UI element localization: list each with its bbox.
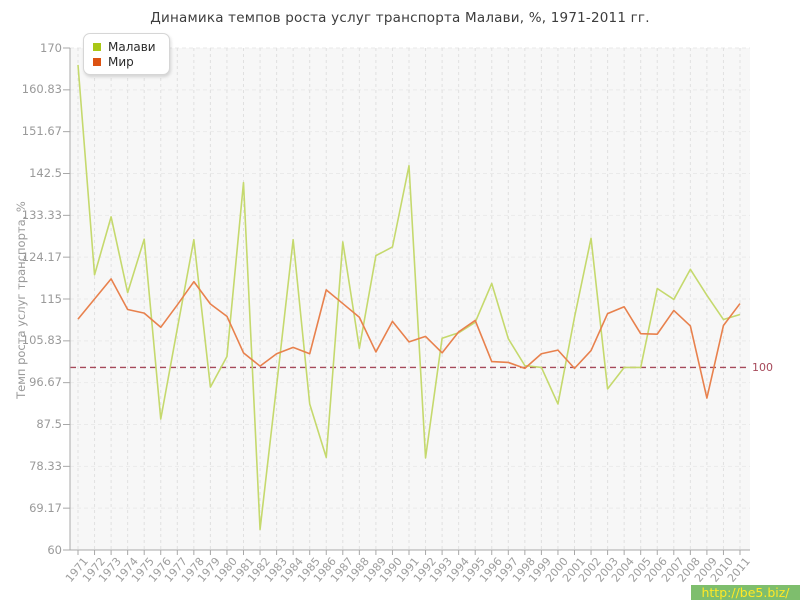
y-tick-label: 160.83 [21,82,62,97]
y-tick-label: 69.17 [29,500,62,515]
chart-title: Динамика темпов роста услуг транспорта М… [150,10,650,26]
legend-item-world: Мир [93,54,156,69]
y-tick-label: 133.33 [21,207,62,222]
series-line-world [77,278,741,399]
y-tick-label: 96.67 [29,375,62,390]
y-tick-label: 105.83 [21,333,62,348]
y-tick-label: 60 [47,542,62,557]
legend-item-malawi: Малави [93,39,156,54]
y-tick-label: 170 [40,40,62,55]
legend-label-world: Мир [108,54,134,69]
y-tick-label: 142.5 [29,166,62,180]
legend: Малави Мир [83,33,170,75]
reference-line-label: 100 [752,361,773,374]
series-line-malawi [77,64,741,531]
y-tick-label: 87.5 [36,417,62,431]
y-tick-label: 151.67 [21,124,62,139]
watermark: http://be5.biz/ [691,585,800,600]
y-tick-label: 115 [40,291,62,306]
world-series-swatch [93,57,101,66]
malawi-series-swatch [93,42,101,51]
y-tick-label: 124.17 [21,249,62,264]
y-tick-label: 78.33 [29,458,62,473]
legend-label-malawi: Малави [108,39,156,54]
